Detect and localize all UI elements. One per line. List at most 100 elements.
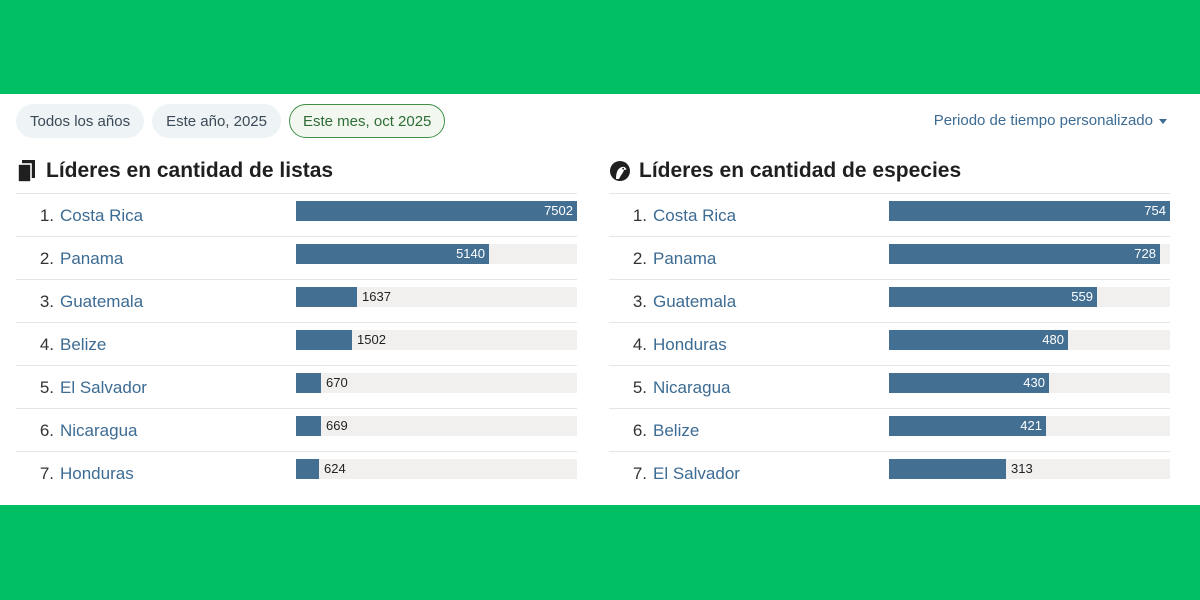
value-bar: [296, 201, 577, 221]
caret-down-icon: [1159, 119, 1167, 124]
species-leaderboard-title: Líderes en cantidad de especies: [639, 159, 962, 182]
rank-number: 5.: [632, 378, 647, 397]
rank-number: 5.: [39, 378, 54, 397]
value-bar: [296, 244, 489, 264]
value-label: 480: [1042, 332, 1064, 347]
value-label: 7502: [544, 203, 573, 218]
bar-track: 313: [889, 459, 1170, 479]
value-bar: [889, 330, 1068, 350]
custom-period-label: Periodo de tiempo personalizado: [933, 112, 1153, 129]
rank-number: 3.: [632, 292, 647, 311]
checklist-icon: [16, 159, 38, 183]
leaderboard-row: 2. Panama 728: [609, 237, 1170, 280]
value-bar: [889, 459, 1006, 479]
value-bar: [296, 416, 321, 436]
bar-track: 430: [889, 373, 1170, 393]
leaderboard-row: 3. Guatemala 1637: [16, 280, 577, 323]
value-label: 624: [324, 461, 346, 476]
filter-this-month-button[interactable]: Este mes, oct 2025: [289, 104, 446, 138]
country-link[interactable]: El Salvador: [60, 378, 147, 397]
rank-number: 2.: [632, 249, 647, 268]
bar-track: 480: [889, 330, 1170, 350]
country-link[interactable]: Honduras: [60, 464, 134, 483]
leaderboard-row: 3. Guatemala 559: [609, 280, 1170, 323]
bar-track: 1637: [296, 287, 577, 307]
bar-track: 670: [296, 373, 577, 393]
country-link[interactable]: Belize: [653, 421, 700, 440]
country-link[interactable]: Costa Rica: [60, 206, 144, 225]
species-leaderboard-rows: 1. Costa Rica 754 2. Panama 728 3. Guatemala 559…: [609, 193, 1170, 494]
country-link[interactable]: El Salvador: [653, 464, 740, 483]
value-bar: [889, 416, 1046, 436]
lists-leaderboard-title: Líderes en cantidad de listas: [46, 159, 334, 182]
bar-track: 7502: [296, 201, 577, 221]
bar-track: 728: [889, 244, 1170, 264]
country-link[interactable]: Guatemala: [653, 292, 737, 311]
leaderboard-row: 7. Honduras 624: [16, 452, 577, 494]
value-bar: [296, 287, 357, 307]
leaderboard-row: 1. Costa Rica 7502: [16, 194, 577, 237]
bar-track: 1502: [296, 330, 577, 350]
custom-period-dropdown[interactable]: Periodo de tiempo personalizado: [934, 112, 1167, 129]
leaderboard-row: 5. Nicaragua 430: [609, 366, 1170, 409]
filter-this-year-button[interactable]: Este año, 2025: [152, 104, 281, 138]
rank-number: 6.: [632, 421, 647, 440]
species-leaderboard: Líderes en cantidad de especies 1. Costa …: [609, 156, 1170, 494]
value-bar: [889, 244, 1160, 264]
lists-leaderboard-header: Líderes en cantidad de listas: [16, 156, 577, 186]
rank-number: 1.: [632, 206, 647, 225]
value-label: 1502: [357, 332, 386, 347]
country-link[interactable]: Honduras: [653, 335, 727, 354]
rank-number: 7.: [39, 464, 54, 483]
country-link[interactable]: Panama: [60, 249, 124, 268]
rank-number: 4.: [39, 335, 54, 354]
rank-number: 7.: [632, 464, 647, 483]
leaderboard-row: 6. Belize 421: [609, 409, 1170, 452]
value-bar: [296, 459, 319, 479]
value-label: 430: [1023, 375, 1045, 390]
value-label: 1637: [362, 289, 391, 304]
lists-leaderboard-rows: 1. Costa Rica 7502 2. Panama 5140 3. Guatemala 1…: [16, 193, 577, 494]
leaderboard-row: 7. El Salvador 313: [609, 452, 1170, 494]
leaderboard-row: 5. El Salvador 670: [16, 366, 577, 409]
leaderboard-row: 4. Belize 1502: [16, 323, 577, 366]
rank-number: 3.: [39, 292, 54, 311]
bar-track: 669: [296, 416, 577, 436]
value-bar: [296, 373, 321, 393]
rank-number: 2.: [39, 249, 54, 268]
country-link[interactable]: Nicaragua: [60, 421, 138, 440]
country-link[interactable]: Guatemala: [60, 292, 144, 311]
rank-number: 4.: [632, 335, 647, 354]
value-bar: [889, 201, 1170, 221]
rank-number: 6.: [39, 421, 54, 440]
bar-track: 421: [889, 416, 1170, 436]
date-filter-bar: Todos los años Este año, 2025 Este mes, …: [16, 103, 446, 139]
bar-track: 5140: [296, 244, 577, 264]
leaderboard-row: 4. Honduras 480: [609, 323, 1170, 366]
species-leaderboard-header: Líderes en cantidad de especies: [609, 156, 1170, 186]
value-label: 313: [1011, 461, 1033, 476]
value-label: 559: [1071, 289, 1093, 304]
bird-icon: [609, 159, 631, 183]
leaderboard-row: 6. Nicaragua 669: [16, 409, 577, 452]
leaderboard-row: 2. Panama 5140: [16, 237, 577, 280]
lists-leaderboard: Líderes en cantidad de listas 1. Costa Ri…: [16, 156, 577, 494]
value-bar: [889, 287, 1097, 307]
bar-track: 624: [296, 459, 577, 479]
filter-all-years-button[interactable]: Todos los años: [16, 104, 145, 138]
country-link[interactable]: Costa Rica: [653, 206, 737, 225]
country-link[interactable]: Nicaragua: [653, 378, 731, 397]
leaderboard-row: 1. Costa Rica 754: [609, 194, 1170, 237]
bar-track: 754: [889, 201, 1170, 221]
value-label: 670: [326, 375, 348, 390]
value-label: 728: [1134, 246, 1156, 261]
country-link[interactable]: Belize: [60, 335, 107, 354]
value-bar: [889, 373, 1049, 393]
value-label: 754: [1144, 203, 1166, 218]
value-label: 5140: [456, 246, 485, 261]
country-link[interactable]: Panama: [653, 249, 717, 268]
bar-track: 559: [889, 287, 1170, 307]
value-label: 421: [1020, 418, 1042, 433]
value-bar: [296, 330, 352, 350]
value-label: 669: [326, 418, 348, 433]
